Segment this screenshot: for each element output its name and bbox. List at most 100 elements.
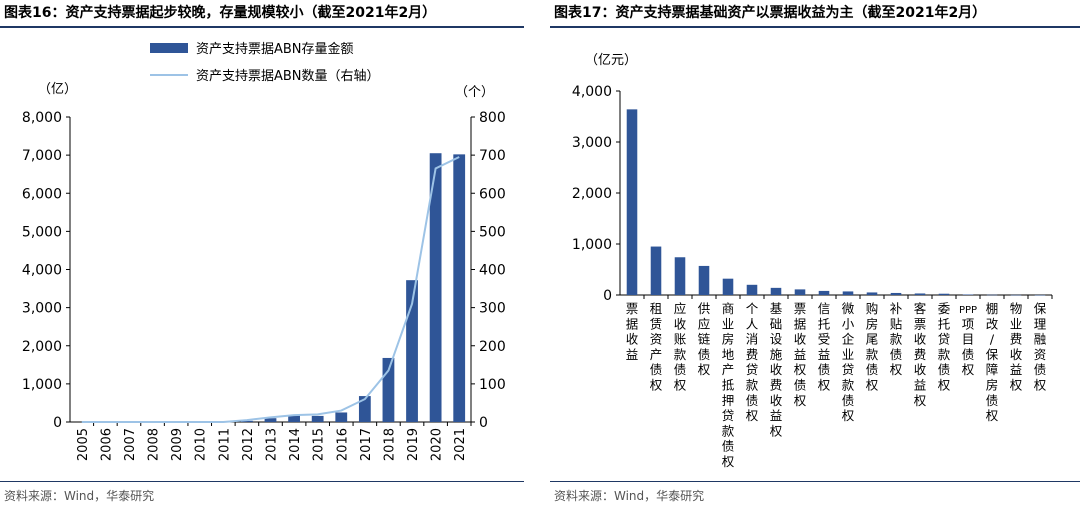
bar-2020 — [429, 153, 442, 422]
x-tick-label-2009: 2009 — [170, 428, 185, 461]
bar-物业费收益权 — [1010, 294, 1022, 296]
bar-委托贷款债权 — [938, 293, 950, 295]
category-label-供应链债权: 供应链债权 — [698, 301, 711, 377]
y-axis-unit: （亿） — [38, 82, 77, 97]
category-label-棚改/保障房债权: 棚改/保障房债权 — [986, 301, 999, 423]
bar-客票收费收益权 — [914, 293, 926, 295]
bar-棚改/保障房债权 — [986, 294, 998, 296]
bar-信托受益债权 — [818, 290, 830, 295]
y2-axis-unit: （个） — [455, 85, 494, 100]
x-tick-label-2016: 2016 — [335, 428, 350, 461]
bar-购房尾款债权 — [866, 292, 878, 295]
left-title-rule — [0, 26, 524, 28]
category-label-个人消费贷款债权: 个人消费贷款债权 — [746, 301, 759, 423]
y2-tick-label: 500 — [479, 224, 506, 240]
category-label-物业费收益权: 物业费收益权 — [1010, 301, 1023, 393]
y2-tick-label: 100 — [479, 377, 506, 393]
x-tick-label-2007: 2007 — [123, 428, 138, 461]
bar-2012 — [241, 420, 253, 422]
x-tick-label-2019: 2019 — [406, 428, 421, 461]
category-label-商业房地产抵押贷款债权: 商业房地产抵押贷款债权 — [722, 301, 735, 469]
bar-2013 — [264, 418, 277, 422]
y-tick-label: 7,000 — [22, 148, 62, 164]
x-tick-label-2020: 2020 — [430, 428, 445, 461]
bar-2021 — [453, 154, 466, 423]
bar-供应链债权 — [698, 265, 710, 295]
right-source: 资料来源：Wind，华泰研究 — [554, 489, 705, 503]
category-label-补贴款债权: 补贴款债权 — [890, 301, 903, 377]
right-chart-y-tick-label: 1,000 — [572, 237, 612, 253]
y2-tick-label: 800 — [479, 110, 506, 126]
x-tick-label-2018: 2018 — [382, 428, 397, 461]
right-chart-y-tick-label: 4,000 — [572, 84, 612, 100]
bar-保理融资债权 — [1034, 294, 1046, 296]
y2-tick-label: 200 — [479, 339, 506, 355]
legend-bar-swatch — [150, 43, 188, 53]
bar-基础设施收费收益权 — [770, 287, 782, 295]
category-label-信托受益债权: 信托受益债权 — [818, 301, 831, 393]
right-bottom-rule — [550, 481, 1080, 482]
y-tick-label: 1,000 — [22, 377, 62, 393]
category-label-购房尾款债权: 购房尾款债权 — [866, 301, 879, 393]
y-tick-label: 8,000 — [22, 110, 62, 126]
y-tick-label: 4,000 — [22, 263, 62, 279]
bar-租赁资产债权 — [650, 246, 662, 295]
right-chart-title: 图表17：资产支持票据基础资产以票据收益为主（截至2021年2月） — [554, 5, 987, 21]
x-tick-label-2010: 2010 — [194, 428, 209, 461]
right-chart-y-tick-label: 0 — [603, 288, 612, 304]
y2-tick-label: 600 — [479, 186, 506, 202]
x-tick-label-2011: 2011 — [217, 428, 232, 461]
category-label-租赁资产债权: 租赁资产债权 — [650, 301, 663, 393]
right-chart-y-tick-label: 3,000 — [572, 135, 612, 151]
x-tick-label-2008: 2008 — [147, 428, 162, 461]
y2-tick-label: 700 — [479, 148, 506, 164]
category-label-客票收费收益权: 客票收费收益权 — [914, 301, 927, 408]
x-tick-label-2013: 2013 — [265, 428, 280, 461]
x-tick-label-2017: 2017 — [359, 428, 374, 461]
bar-补贴款债权 — [890, 292, 902, 295]
bar-PPP项目债权 — [962, 294, 974, 295]
bar-2018 — [382, 357, 395, 422]
bar-2017 — [358, 396, 371, 422]
category-label-微小企业贷款债权: 微小企业贷款债权 — [842, 301, 855, 423]
category-label-委托贷款债权: 委托贷款债权 — [938, 301, 951, 393]
category-label-基础设施收费收益权: 基础设施收费收益权 — [770, 301, 783, 438]
x-tick-label-2015: 2015 — [312, 428, 327, 461]
bar-2016 — [335, 412, 348, 422]
category-label-应收账款债权: 应收账款债权 — [674, 301, 687, 393]
count-line — [81, 156, 460, 423]
bar-票据收益权债权 — [794, 289, 806, 295]
legend-line-label: 资产支持票据ABN数量（右轴） — [196, 69, 380, 84]
left-bottom-rule — [0, 481, 524, 482]
y-tick-label: 0 — [53, 415, 62, 431]
y-tick-label: 6,000 — [22, 186, 62, 202]
category-label-PPP项目债权: PPP 项目债权 — [959, 305, 977, 377]
bar-票据收益 — [626, 109, 638, 295]
bar-2019 — [406, 280, 418, 422]
y-tick-label: 5,000 — [22, 224, 62, 240]
bar-2014 — [288, 415, 300, 422]
bar-微小企业贷款债权 — [842, 291, 854, 295]
x-tick-label-2021: 2021 — [453, 428, 468, 461]
bar-应收账款债权 — [674, 257, 686, 295]
category-label-票据收益权债权: 票据收益权债权 — [794, 301, 807, 408]
x-tick-label-2006: 2006 — [99, 428, 114, 461]
x-tick-label-2005: 2005 — [76, 428, 91, 461]
legend-bar-label: 资产支持票据ABN存量金额 — [196, 41, 354, 57]
y2-tick-label: 400 — [479, 263, 506, 279]
category-label-保理融资债权: 保理融资债权 — [1034, 301, 1047, 393]
bar-2015 — [311, 415, 324, 422]
y2-tick-label: 300 — [479, 301, 506, 317]
y-tick-label: 2,000 — [22, 339, 62, 355]
y-tick-label: 3,000 — [22, 301, 62, 317]
y2-tick-label: 0 — [479, 415, 488, 431]
left-source: 资料来源：Wind，华泰研究 — [4, 489, 155, 503]
category-label-票据收益: 票据收益 — [626, 301, 639, 362]
x-tick-label-2012: 2012 — [241, 428, 256, 461]
right-title-rule — [550, 26, 1080, 28]
bar-个人消费贷款债权 — [746, 284, 758, 295]
left-chart-title: 图表16：资产支持票据起步较晚，存量规模较小（截至2021年2月） — [4, 5, 437, 21]
x-tick-label-2014: 2014 — [288, 428, 303, 461]
right-chart-y-tick-label: 2,000 — [572, 186, 612, 202]
